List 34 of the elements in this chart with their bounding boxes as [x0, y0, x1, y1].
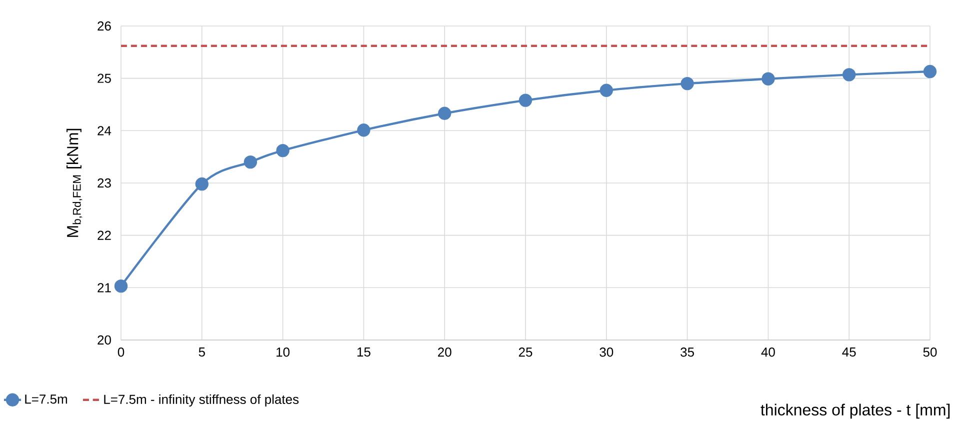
legend-label: L=7.5m	[25, 394, 67, 404]
y-axis-title: M$_{b,Rd,FEM}$ [kNm]	[66, 128, 82, 237]
y-tick-label: 23	[98, 178, 111, 188]
x-tick-label: 30	[600, 348, 614, 357]
x-tick-label: 50	[923, 348, 937, 357]
y-tick-label: 20	[98, 335, 111, 345]
point	[114, 279, 128, 293]
point	[762, 72, 775, 86]
y-tick-label: 24	[98, 126, 112, 136]
x-tick-label: 35	[680, 348, 694, 357]
point	[680, 76, 694, 90]
x-tick-label: 20	[438, 348, 452, 357]
point	[518, 94, 532, 107]
x-tick-label: 15	[357, 348, 370, 357]
point	[244, 155, 258, 169]
point	[357, 124, 370, 137]
legend-label: L=7.5m - infinity stiffness of plates	[104, 394, 299, 407]
point	[276, 144, 290, 158]
point	[438, 106, 452, 120]
point	[600, 84, 613, 97]
x-tick-label: 40	[761, 348, 775, 357]
y-tick-label: 21	[98, 283, 111, 292]
point	[842, 68, 856, 82]
point	[923, 64, 937, 78]
point	[195, 177, 209, 191]
x-tick-label: 0	[118, 348, 124, 357]
x-axis-title: thickness of plates - t [mm]	[760, 404, 950, 419]
x-tick-label: 10	[276, 348, 290, 357]
x-tick-label: 25	[518, 348, 532, 357]
y-tick-label: 22	[98, 230, 111, 240]
y-tick-label: 26	[98, 21, 111, 31]
y-tick-label: 25	[98, 74, 111, 83]
x-tick-label: 5	[198, 348, 205, 357]
x-tick-label: 45	[842, 348, 856, 357]
